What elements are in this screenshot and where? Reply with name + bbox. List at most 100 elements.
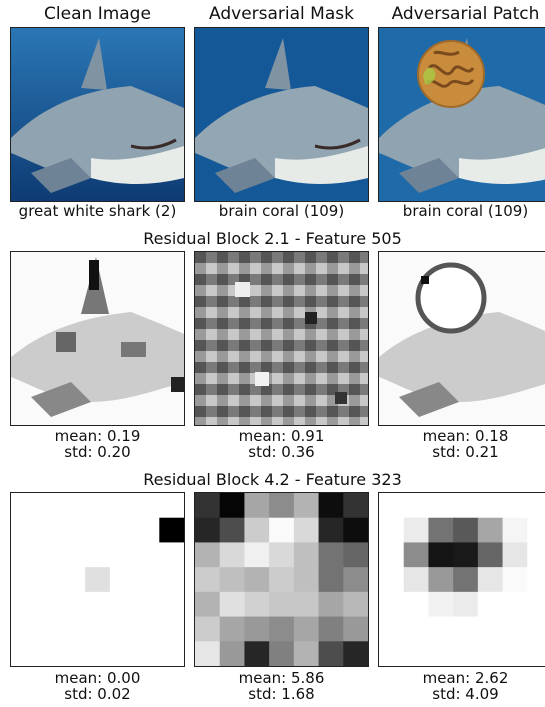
heatmap-cell — [109, 493, 136, 519]
heatmap-cell — [244, 517, 270, 543]
heatmap-cell — [527, 641, 545, 666]
heatmap-cell — [527, 567, 545, 593]
heatmap-cell — [379, 591, 405, 618]
heatmap-cell — [269, 517, 295, 543]
heatmap-cell — [11, 591, 37, 618]
mask-image — [194, 27, 369, 202]
heatmap-cell — [527, 517, 545, 543]
heatmap-cell — [477, 591, 504, 618]
feature-map-patch-323 — [378, 492, 545, 667]
column-title-clean: Clean Image — [44, 4, 151, 24]
heatmap-cell — [343, 493, 368, 519]
heatmap-cell — [379, 517, 405, 543]
heatmap-cell — [219, 591, 245, 618]
heatmap-cell — [379, 616, 405, 642]
heatmap-cell — [318, 591, 344, 618]
caption-patch: brain coral (109) — [402, 202, 529, 220]
heatmap-cell — [35, 567, 61, 593]
heatmap-cell — [195, 616, 221, 642]
heatmap-cell — [60, 616, 86, 642]
heatmap-cell — [35, 493, 61, 519]
heatmap-cell — [159, 493, 184, 519]
heatmap-cell — [269, 567, 295, 593]
heatmap-cell — [85, 493, 111, 519]
heatmap-cell — [428, 616, 454, 642]
stats-clean-505: mean: 0.19 std: 0.20 — [10, 428, 185, 460]
heatmap-cell — [11, 567, 37, 593]
feature-map-clean-323 — [10, 492, 185, 667]
feature-map-patch-505 — [378, 251, 545, 426]
mean-patch-505: mean: 0.18 — [422, 427, 509, 445]
heatmap-cell — [269, 591, 295, 618]
heatmap-cell — [159, 567, 184, 593]
heatmap-cell — [403, 591, 429, 618]
heatmap-cell — [527, 591, 545, 618]
heatmap-cell — [502, 641, 528, 666]
std-mask-323: std: 1.68 — [248, 685, 315, 703]
heatmap-cell — [477, 567, 504, 593]
heatmap-cell — [159, 542, 184, 568]
column-title-patch: Adversarial Patch — [391, 4, 540, 24]
mean-clean-323: mean: 0.00 — [54, 669, 141, 687]
heatmap-cell — [403, 517, 429, 543]
heatmap-cell — [85, 591, 111, 618]
heatmap-cell — [269, 542, 295, 568]
heatmap-cell — [195, 493, 221, 519]
stats-patch-505: mean: 0.18 std: 0.21 — [378, 428, 545, 460]
heatmap-cell — [11, 616, 37, 642]
mean-patch-323: mean: 2.62 — [422, 669, 509, 687]
heatmap-cell — [195, 567, 221, 593]
column-title-mask: Adversarial Mask — [209, 4, 354, 24]
heatmap-cell — [244, 616, 270, 642]
heatmap-cell — [60, 641, 86, 666]
heatmap-cell — [453, 567, 479, 593]
heatmap-cell — [134, 616, 160, 642]
heatmap-cell — [244, 591, 270, 618]
heatmap-cell — [195, 542, 221, 568]
heatmap-cell — [379, 493, 405, 519]
heatmap-cell — [60, 542, 86, 568]
heatmap-cell — [428, 591, 454, 618]
heatmap-cell — [293, 616, 320, 642]
heatmap-cell — [343, 591, 368, 618]
heatmap-cell — [318, 542, 344, 568]
std-mask-505: std: 0.36 — [248, 443, 315, 461]
heatmap-cell — [134, 493, 160, 519]
feature-map-clean-505 — [10, 251, 185, 426]
heatmap-cell — [60, 493, 86, 519]
patch-image — [378, 27, 545, 202]
heatmap-cell — [219, 641, 245, 666]
std-clean-505: std: 0.20 — [64, 443, 131, 461]
heatmap-cell — [134, 567, 160, 593]
heatmap-cell — [219, 542, 245, 568]
heatmap-cell — [453, 616, 479, 642]
heatmap-cell — [293, 493, 320, 519]
stats-patch-323: mean: 2.62 std: 4.09 — [378, 670, 545, 702]
heatmap-cell — [477, 517, 504, 543]
heatmap-cell — [453, 641, 479, 666]
heatmap-cell — [379, 542, 405, 568]
heatmap-cell — [109, 616, 136, 642]
heatmap-cell — [60, 567, 86, 593]
heatmap-cell — [477, 641, 504, 666]
heatmap-cell — [453, 542, 479, 568]
feature-map-mask-505 — [194, 251, 369, 426]
heatmap-cell — [134, 517, 160, 543]
heatmap-cell — [343, 641, 368, 666]
heatmap-cell — [269, 493, 295, 519]
heatmap-cell — [11, 517, 37, 543]
heatmap-cell — [318, 641, 344, 666]
mean-clean-505: mean: 0.19 — [54, 427, 141, 445]
heatmap-cell — [244, 542, 270, 568]
heatmap-cell — [379, 641, 405, 666]
heatmap-cell — [244, 567, 270, 593]
heatmap-cell — [195, 591, 221, 618]
heatmap-cell — [219, 567, 245, 593]
heatmap-cell — [477, 616, 504, 642]
heatmap-cell — [293, 517, 320, 543]
heatmap-cell — [109, 517, 136, 543]
heatmap-cell — [502, 616, 528, 642]
std-clean-323: std: 0.02 — [64, 685, 131, 703]
heatmap-cell — [293, 641, 320, 666]
heatmap-cell — [159, 616, 184, 642]
